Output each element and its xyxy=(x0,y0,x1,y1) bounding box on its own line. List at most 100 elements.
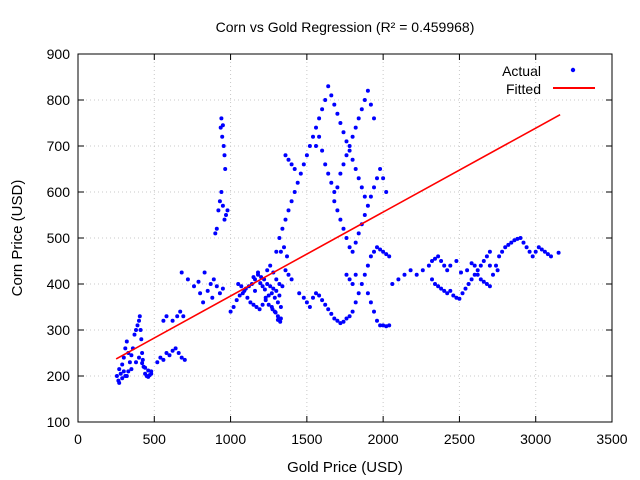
data-point xyxy=(436,284,441,289)
data-point xyxy=(269,291,274,296)
data-point xyxy=(338,321,343,326)
data-point xyxy=(317,116,322,121)
x-tick-label: 3500 xyxy=(596,431,627,447)
data-point xyxy=(286,157,291,162)
data-point xyxy=(272,295,277,300)
data-point xyxy=(220,286,225,291)
data-point xyxy=(347,148,352,153)
data-point xyxy=(350,134,355,139)
data-point xyxy=(320,148,325,153)
data-point xyxy=(164,314,169,319)
data-point xyxy=(512,238,517,243)
data-point xyxy=(332,190,337,194)
data-point xyxy=(123,346,128,351)
data-point xyxy=(481,279,486,284)
data-point xyxy=(277,236,282,240)
data-point xyxy=(539,247,544,252)
data-point xyxy=(430,277,434,282)
data-point xyxy=(120,376,125,381)
data-point xyxy=(384,190,389,194)
data-point xyxy=(271,286,276,291)
data-point xyxy=(362,213,367,217)
data-point xyxy=(286,272,291,277)
data-point xyxy=(454,295,459,300)
data-point xyxy=(442,263,447,268)
data-point xyxy=(481,259,486,263)
data-point xyxy=(123,374,128,378)
data-point xyxy=(381,249,386,254)
data-point xyxy=(137,355,141,360)
data-point xyxy=(323,98,328,102)
data-point xyxy=(430,259,434,263)
data-point xyxy=(487,284,492,289)
data-point xyxy=(134,328,138,332)
data-point xyxy=(387,254,392,259)
data-point xyxy=(176,351,181,355)
data-point xyxy=(225,208,230,213)
data-point xyxy=(202,270,207,275)
data-point xyxy=(292,190,297,194)
data-point xyxy=(372,309,376,314)
data-point xyxy=(173,346,178,351)
data-point xyxy=(448,288,453,293)
axis-ticks: 0 500 1000 1500 2000 2500 3000 3500 100 200 300 400… xyxy=(47,46,628,447)
legend-marker-actual xyxy=(570,67,576,73)
data-point xyxy=(344,316,349,321)
data-point xyxy=(286,208,291,213)
legend-label-actual: Actual xyxy=(502,63,541,79)
data-point xyxy=(220,123,225,128)
data-point xyxy=(439,286,444,291)
data-point xyxy=(426,263,431,268)
data-point xyxy=(359,282,364,286)
data-point xyxy=(140,357,145,362)
data-point xyxy=(185,277,190,282)
data-point xyxy=(297,291,302,296)
data-point xyxy=(341,319,346,324)
data-point xyxy=(414,272,419,277)
data-point xyxy=(402,272,407,277)
data-point xyxy=(253,288,257,293)
data-point xyxy=(356,176,361,181)
y-tick-label: 600 xyxy=(47,184,71,200)
data-point xyxy=(368,102,373,107)
data-point xyxy=(127,360,132,365)
data-point xyxy=(135,323,140,328)
data-point xyxy=(278,249,283,254)
data-point xyxy=(484,282,489,286)
data-point xyxy=(283,268,288,273)
data-point xyxy=(216,208,221,213)
data-point xyxy=(268,284,273,289)
data-point xyxy=(266,293,271,298)
data-point xyxy=(114,374,119,378)
y-tick-label: 800 xyxy=(47,92,71,108)
legend: Actual Fitted xyxy=(502,63,595,97)
data-point xyxy=(167,353,172,358)
data-point xyxy=(350,282,355,286)
x-tick-label: 0 xyxy=(74,431,82,447)
data-point xyxy=(304,300,309,305)
y-tick-label: 300 xyxy=(47,322,71,338)
data-point xyxy=(338,217,343,222)
data-point xyxy=(469,261,474,266)
data-point xyxy=(164,351,169,355)
data-point xyxy=(433,282,437,286)
data-point xyxy=(314,125,318,130)
data-point xyxy=(146,368,151,373)
data-point xyxy=(149,371,154,376)
data-point xyxy=(439,259,444,263)
data-point xyxy=(472,263,477,268)
data-point xyxy=(484,254,489,259)
data-point xyxy=(359,107,364,112)
data-point xyxy=(378,247,383,252)
data-point xyxy=(239,284,244,289)
data-point xyxy=(362,98,367,102)
data-point xyxy=(372,249,376,254)
data-point xyxy=(344,139,349,144)
data-point xyxy=(335,318,340,323)
data-point xyxy=(278,319,283,324)
data-point xyxy=(219,190,224,194)
data-point xyxy=(390,282,395,286)
data-point xyxy=(542,249,547,254)
data-point xyxy=(556,250,561,255)
data-point xyxy=(274,249,279,254)
